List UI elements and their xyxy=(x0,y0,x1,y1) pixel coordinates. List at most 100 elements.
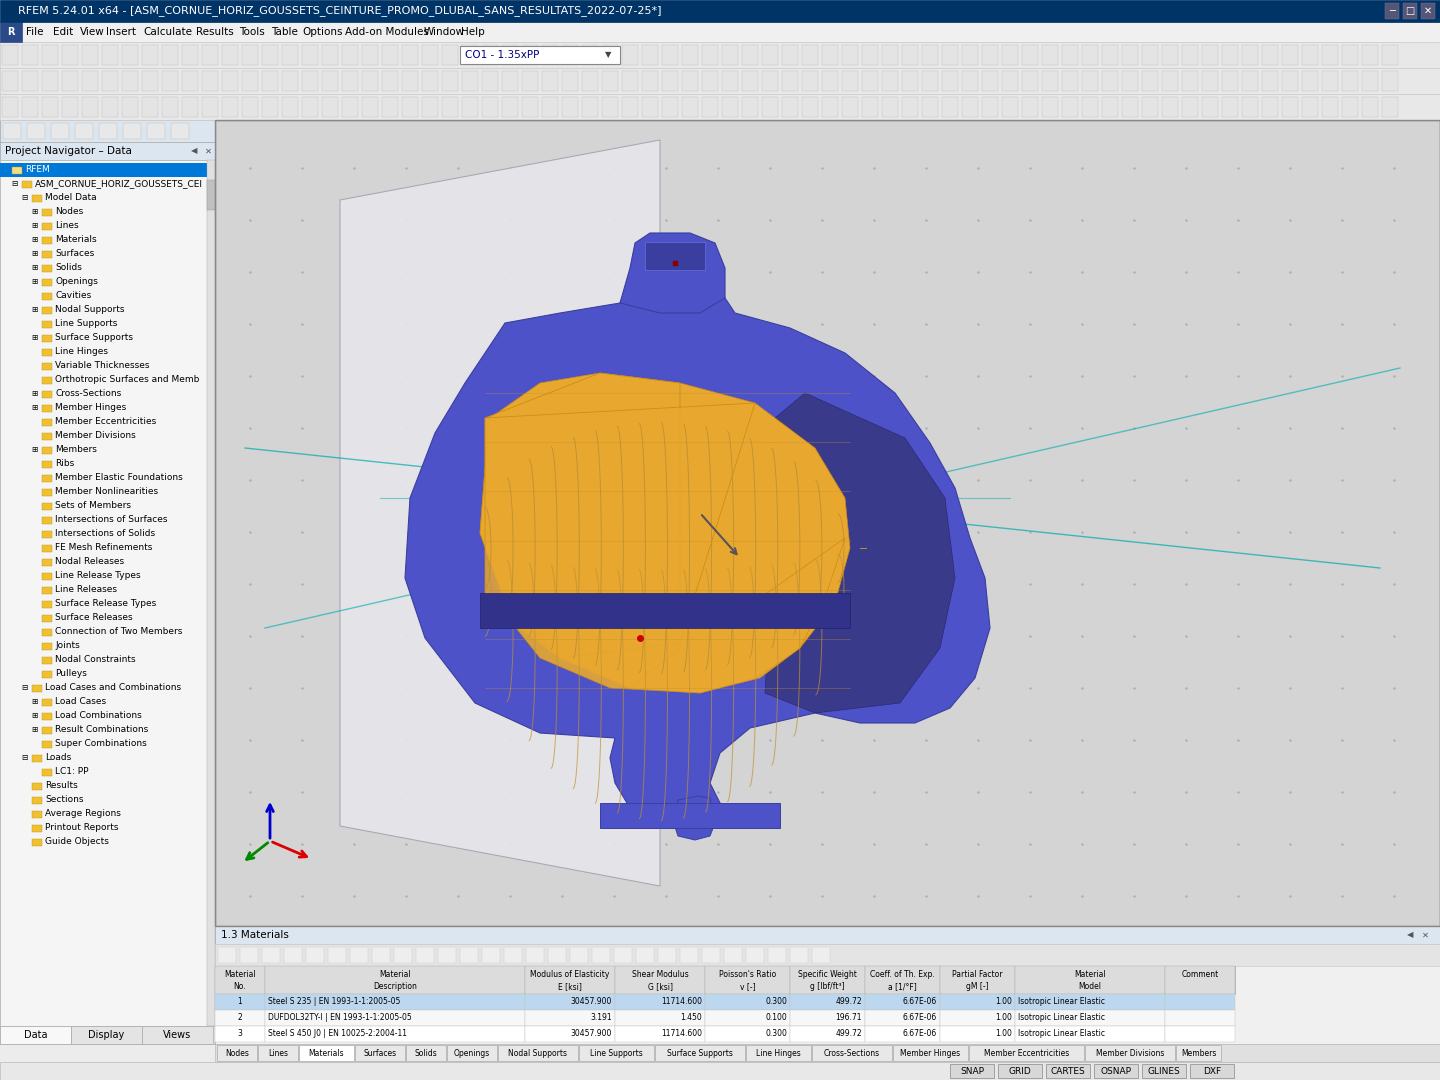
Bar xyxy=(42,559,52,566)
Bar xyxy=(406,1045,446,1061)
Bar xyxy=(1081,71,1099,91)
Bar xyxy=(42,769,52,777)
Bar xyxy=(1022,45,1038,65)
Bar xyxy=(582,97,598,117)
Bar xyxy=(1362,97,1378,117)
Bar xyxy=(262,97,278,117)
Bar xyxy=(42,222,52,230)
Bar xyxy=(940,966,1015,994)
Bar xyxy=(1182,45,1198,65)
Bar xyxy=(940,1026,1015,1042)
Bar xyxy=(950,1064,994,1078)
Bar xyxy=(42,531,52,538)
Bar xyxy=(258,1045,298,1061)
Bar xyxy=(422,45,438,65)
Bar xyxy=(881,71,899,91)
Bar xyxy=(215,120,1440,926)
Bar xyxy=(962,97,978,117)
Text: Options: Options xyxy=(302,27,343,37)
Bar xyxy=(215,120,1440,926)
Text: 30457.900: 30457.900 xyxy=(570,998,612,1007)
Bar xyxy=(802,45,818,65)
Bar xyxy=(721,97,739,117)
Text: a [1/°F]: a [1/°F] xyxy=(888,982,917,990)
Bar xyxy=(1302,45,1318,65)
Bar xyxy=(217,947,236,963)
Polygon shape xyxy=(500,538,845,693)
Polygon shape xyxy=(480,373,680,688)
Text: Joints: Joints xyxy=(55,642,79,650)
Polygon shape xyxy=(621,233,724,313)
Bar xyxy=(207,180,215,210)
Bar xyxy=(422,97,438,117)
Text: Super Combinations: Super Combinations xyxy=(55,740,147,748)
Bar xyxy=(703,71,719,91)
Bar xyxy=(942,45,958,65)
Bar xyxy=(32,811,42,818)
Bar xyxy=(62,97,78,117)
Text: ⊟: ⊟ xyxy=(1,165,7,175)
Bar xyxy=(0,94,1440,120)
Bar xyxy=(645,242,706,270)
Bar xyxy=(791,966,865,994)
Text: Members: Members xyxy=(55,445,96,455)
Text: ⊞: ⊞ xyxy=(30,207,37,216)
Text: ⊟: ⊟ xyxy=(12,179,17,189)
Bar xyxy=(323,71,338,91)
Bar xyxy=(416,947,433,963)
Text: Poisson's Ratio: Poisson's Ratio xyxy=(719,971,776,980)
Text: 0.100: 0.100 xyxy=(765,1013,788,1023)
Bar xyxy=(782,45,798,65)
Bar xyxy=(1202,97,1218,117)
Text: Data: Data xyxy=(23,1030,48,1040)
Bar xyxy=(1403,3,1417,19)
Bar xyxy=(82,45,98,65)
Bar xyxy=(1102,45,1117,65)
Bar xyxy=(42,405,52,411)
Text: Intersections of Surfaces: Intersections of Surfaces xyxy=(55,515,167,525)
Bar xyxy=(32,839,42,846)
Text: ⊞: ⊞ xyxy=(30,278,37,286)
Bar xyxy=(42,391,52,399)
Bar xyxy=(662,71,678,91)
Bar xyxy=(521,45,539,65)
Bar xyxy=(636,947,654,963)
Bar xyxy=(122,123,141,139)
Bar xyxy=(42,657,52,664)
Bar xyxy=(1162,45,1178,65)
Bar xyxy=(742,71,757,91)
Bar xyxy=(1223,71,1238,91)
Text: Isotropic Linear Elastic: Isotropic Linear Elastic xyxy=(1018,1029,1104,1039)
Text: RFEM 5.24.01 x64 - [ASM_CORNUE_HORIZ_GOUSSETS_CEINTURE_PROMO_DLUBAL_SANS_RESULTA: RFEM 5.24.01 x64 - [ASM_CORNUE_HORIZ_GOU… xyxy=(17,5,661,16)
Bar xyxy=(762,45,778,65)
Bar xyxy=(901,45,919,65)
Bar xyxy=(1282,97,1297,117)
Bar xyxy=(942,97,958,117)
Text: g [lbf/ft³]: g [lbf/ft³] xyxy=(811,982,845,990)
Bar xyxy=(615,1026,706,1042)
Bar xyxy=(1382,97,1398,117)
Bar xyxy=(302,45,318,65)
Bar xyxy=(822,71,838,91)
Bar xyxy=(703,45,719,65)
Text: ASM_CORNUE_HORIZ_GOUSSETS_CEI: ASM_CORNUE_HORIZ_GOUSSETS_CEI xyxy=(35,179,203,189)
Bar xyxy=(1162,71,1178,91)
Bar xyxy=(71,1026,143,1044)
Bar xyxy=(706,1010,791,1026)
Bar xyxy=(442,71,458,91)
Bar xyxy=(655,1045,744,1061)
Text: Partial Factor: Partial Factor xyxy=(952,971,1002,980)
Bar xyxy=(982,45,998,65)
Text: Materials: Materials xyxy=(308,1049,344,1057)
Bar xyxy=(32,825,42,832)
Bar xyxy=(361,97,377,117)
Bar xyxy=(498,1045,577,1061)
Bar xyxy=(382,45,397,65)
Bar xyxy=(503,45,518,65)
Bar xyxy=(1102,97,1117,117)
Bar xyxy=(526,947,544,963)
Text: Member Elastic Foundations: Member Elastic Foundations xyxy=(55,473,183,483)
Bar xyxy=(284,947,302,963)
Bar xyxy=(615,1010,706,1026)
Text: Window: Window xyxy=(423,27,465,37)
